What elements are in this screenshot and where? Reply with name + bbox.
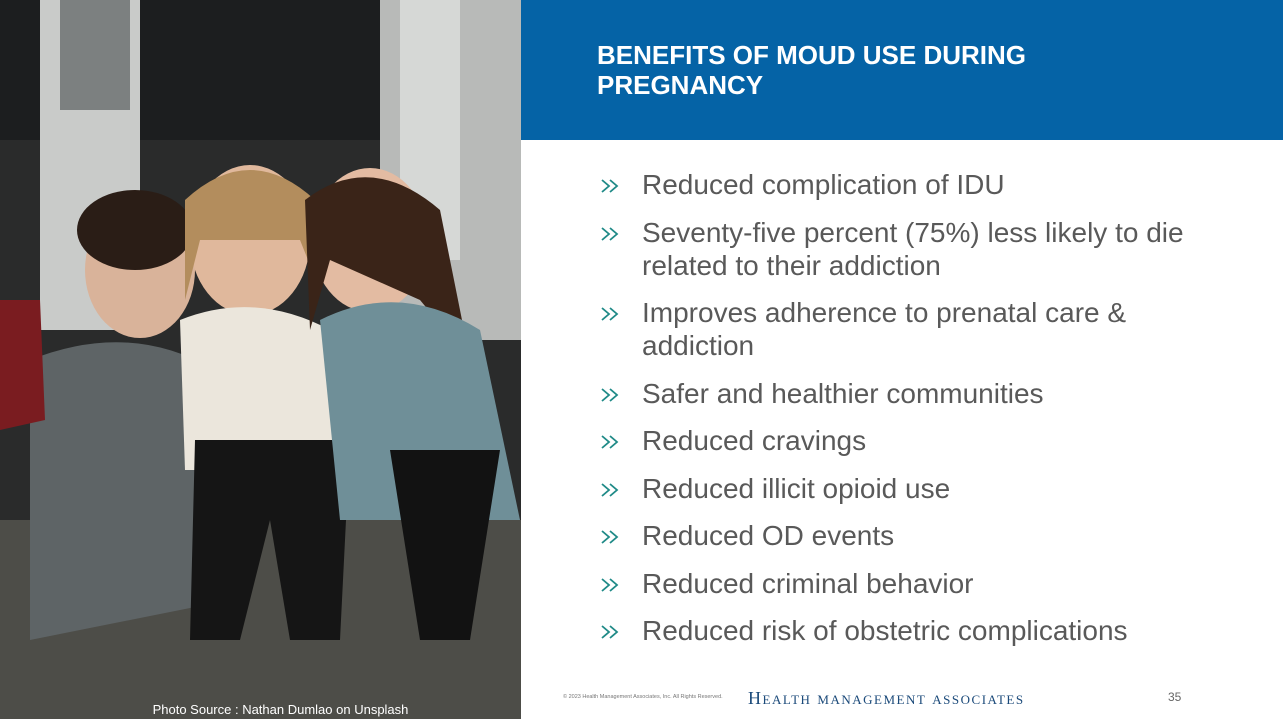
slide: Photo Source : Nathan Dumlao on Unsplash… xyxy=(0,0,1283,719)
bullet-text: Safer and healthier communities xyxy=(642,378,1044,409)
bullet-item: Reduced illicit opioid use xyxy=(600,472,1220,505)
bullet-item: Safer and healthier communities xyxy=(600,377,1220,410)
bullet-item: Seventy-five percent (75%) less likely t… xyxy=(600,216,1220,282)
bullet-icon xyxy=(600,306,622,322)
bullet-icon xyxy=(600,577,622,593)
photo-credit: Photo Source : Nathan Dumlao on Unsplash xyxy=(0,702,521,717)
bullet-item: Improves adherence to prenatal care & ad… xyxy=(600,296,1220,362)
bullet-icon xyxy=(600,178,622,194)
brand-name: Health Management Associates xyxy=(748,688,1025,709)
bullet-text: Reduced illicit opioid use xyxy=(642,473,950,504)
bullet-item: Reduced criminal behavior xyxy=(600,567,1220,600)
copyright: © 2023 Health Management Associates, Inc… xyxy=(563,694,723,700)
bullet-icon xyxy=(600,226,622,242)
bullet-item: Reduced OD events xyxy=(600,519,1220,552)
bullet-icon xyxy=(600,529,622,545)
bullet-item: Reduced cravings xyxy=(600,424,1220,457)
bullet-text: Reduced risk of obstetric complications xyxy=(642,615,1128,646)
bullet-text: Reduced cravings xyxy=(642,425,866,456)
bullet-item: Reduced risk of obstetric complications xyxy=(600,614,1220,647)
bullet-text: Improves adherence to prenatal care & ad… xyxy=(642,297,1126,361)
bullet-item: Reduced complication of IDU xyxy=(600,168,1220,201)
bullet-text: Reduced OD events xyxy=(642,520,894,551)
slide-title: BENEFITS OF MOUD USE DURING PREGNANCY xyxy=(597,40,1157,100)
page-number: 35 xyxy=(1168,690,1181,704)
bullet-icon xyxy=(600,482,622,498)
bullet-text: Reduced criminal behavior xyxy=(642,568,974,599)
bullet-icon xyxy=(600,624,622,640)
bullet-text: Seventy-five percent (75%) less likely t… xyxy=(642,217,1184,281)
photo xyxy=(0,0,521,719)
bullet-icon xyxy=(600,387,622,403)
bullet-list: Reduced complication of IDU Seventy-five … xyxy=(600,168,1220,662)
title-bar: BENEFITS OF MOUD USE DURING PREGNANCY xyxy=(521,0,1283,140)
bullet-icon xyxy=(600,434,622,450)
bullet-text: Reduced complication of IDU xyxy=(642,169,1005,200)
